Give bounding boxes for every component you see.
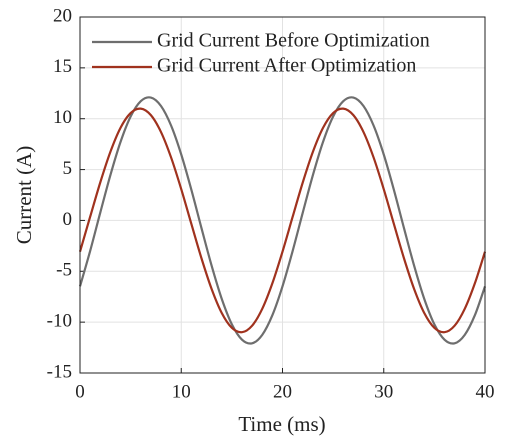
x-tick-label: 0: [75, 381, 85, 402]
y-axis-label: Current (A): [12, 146, 36, 245]
series-line: [78, 107, 487, 334]
x-tick-label: 30: [374, 381, 393, 402]
y-tick-label: -5: [56, 260, 72, 281]
y-tick-label: 20: [53, 5, 72, 26]
x-axis-label: Time (ms): [238, 412, 325, 436]
y-tick-label: -15: [47, 361, 72, 382]
plot-frame: [79, 16, 486, 374]
y-tick-label: 0: [63, 209, 73, 230]
y-tick-label: -10: [47, 311, 72, 332]
y-tick-label: 15: [53, 56, 72, 77]
legend-label: Grid Current Before Optimization: [157, 30, 430, 52]
series-line: [78, 96, 487, 345]
y-tick-label: 5: [63, 158, 73, 179]
x-tick-label: 10: [172, 381, 191, 402]
y-tick-label: 10: [53, 107, 72, 128]
legend-label: Grid Current After Optimization: [157, 55, 416, 77]
x-tick-label: 20: [273, 381, 292, 402]
x-tick-label: 40: [476, 381, 495, 402]
